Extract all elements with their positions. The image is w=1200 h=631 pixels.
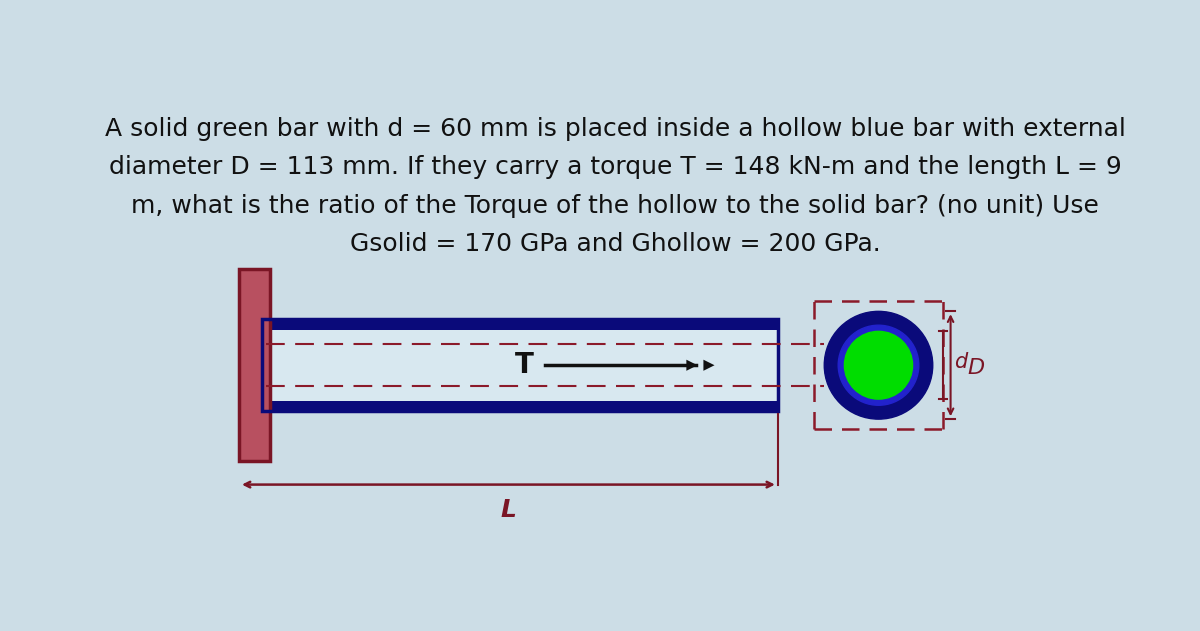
Bar <box>263 319 778 411</box>
Bar <box>239 269 270 461</box>
Circle shape <box>845 331 913 399</box>
Text: T: T <box>515 351 534 379</box>
Text: L: L <box>500 498 516 522</box>
Text: A solid green bar with d = 60 mm is placed inside a hollow blue bar with externa: A solid green bar with d = 60 mm is plac… <box>104 117 1126 141</box>
Bar <box>263 319 778 411</box>
Text: d: d <box>954 352 967 372</box>
Text: diameter D = 113 mm. If they carry a torque T = 148 kN-m and the length L = 9: diameter D = 113 mm. If they carry a tor… <box>109 155 1121 179</box>
Text: Gsolid = 170 GPa and Ghollow = 200 GPa.: Gsolid = 170 GPa and Ghollow = 200 GPa. <box>349 232 881 256</box>
Text: m, what is the ratio of the Torque of the hollow to the solid bar? (no unit) Use: m, what is the ratio of the Torque of th… <box>131 194 1099 218</box>
Circle shape <box>824 311 932 419</box>
Text: D: D <box>967 358 985 379</box>
Bar <box>263 330 778 401</box>
Circle shape <box>839 325 919 405</box>
